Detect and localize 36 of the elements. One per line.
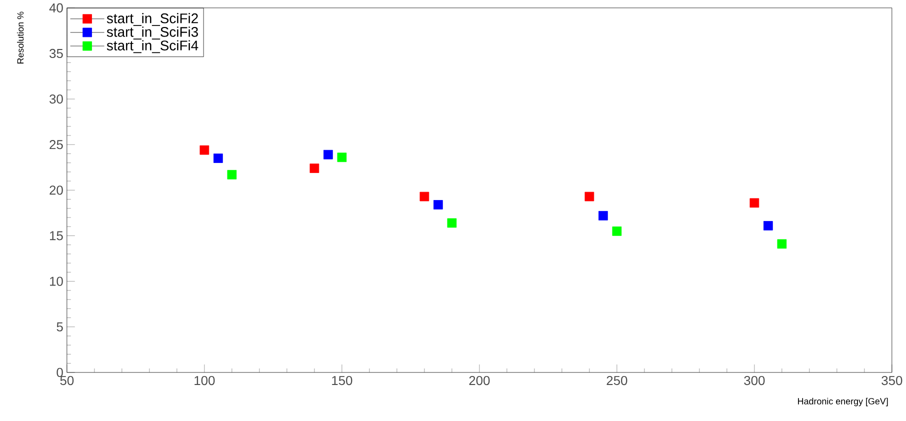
point bbox=[598, 210, 608, 220]
point bbox=[337, 152, 347, 162]
x-tick-label: 350 bbox=[882, 376, 902, 385]
x-tick-label: 150 bbox=[332, 376, 352, 385]
x-axis-title: Hadronic energy [GeV] bbox=[798, 398, 888, 406]
legend-label: start_in_SciFi2 bbox=[106, 12, 198, 26]
y-tick-label: 0 bbox=[56, 368, 63, 377]
x-tick-label: 250 bbox=[606, 376, 628, 385]
point bbox=[433, 200, 443, 210]
legend-label: start_in_SciFi4 bbox=[106, 40, 198, 53]
y-tick-label: 35 bbox=[50, 48, 63, 58]
point bbox=[763, 220, 773, 230]
legend-label: start_in_SciFi3 bbox=[106, 26, 198, 40]
x-tick-label: 300 bbox=[744, 376, 765, 385]
point bbox=[323, 150, 333, 160]
y-tick-label: 25 bbox=[50, 140, 63, 149]
point bbox=[612, 226, 622, 236]
point bbox=[447, 218, 457, 228]
x-tick-label: 200 bbox=[469, 376, 490, 385]
y-tick-label: 40 bbox=[49, 3, 63, 12]
point bbox=[200, 145, 210, 155]
x-tick-label: 100 bbox=[194, 376, 215, 385]
point bbox=[750, 198, 760, 208]
y-tick-label: 5 bbox=[56, 322, 63, 332]
point bbox=[310, 163, 320, 173]
point bbox=[777, 239, 787, 248]
point bbox=[584, 192, 594, 202]
point bbox=[213, 153, 223, 163]
y-tick-label: 10 bbox=[50, 276, 63, 286]
y-tick-label: 30 bbox=[50, 94, 63, 104]
y-axis-title: Resolution % bbox=[17, 12, 24, 64]
x-tick-label: 50 bbox=[60, 376, 74, 385]
y-tick-label: 20 bbox=[50, 185, 63, 195]
point bbox=[420, 192, 430, 202]
y-tick-label: 15 bbox=[50, 231, 63, 240]
point bbox=[227, 170, 237, 180]
